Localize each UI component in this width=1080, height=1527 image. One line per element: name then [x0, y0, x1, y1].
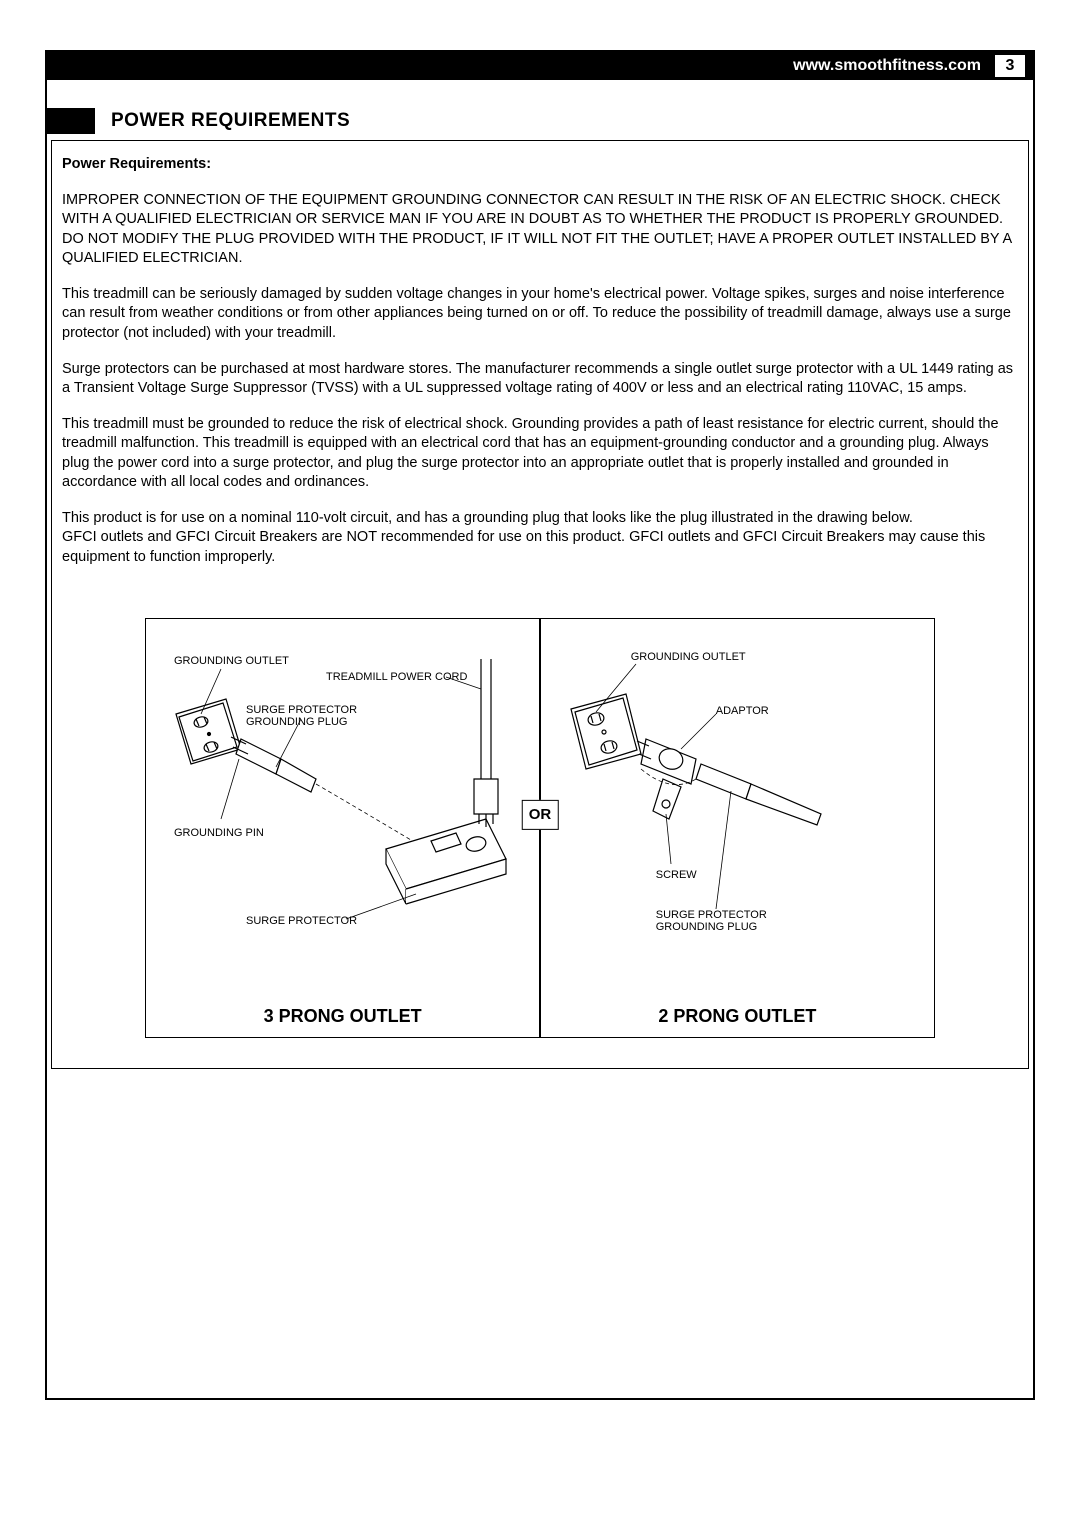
- diagram-right: GROUNDING OUTLET ADAPTOR SCREW SURGE PRO…: [541, 619, 934, 1037]
- label-screw: SCREW: [656, 869, 697, 882]
- section-marker: [45, 108, 95, 134]
- label-grounding-pin: GROUNDING PIN: [174, 827, 264, 840]
- section-title-row: POWER REQUIREMENTS: [47, 108, 1033, 134]
- label-grounding-outlet-l: GROUNDING OUTLET: [174, 655, 289, 668]
- section-title: POWER REQUIREMENTS: [111, 110, 350, 132]
- paragraph-5: This product is for use on a nominal 110…: [62, 509, 1018, 568]
- sub-heading-text: Power Requirements:: [62, 156, 211, 172]
- page-number: 3: [995, 55, 1025, 77]
- sub-heading: Power Requirements:: [62, 155, 1018, 175]
- label-surge-protector: SURGE PROTECTOR: [246, 915, 357, 928]
- header-url: www.smoothfitness.com: [793, 57, 981, 75]
- three-prong-title: 3 PRONG OUTLET: [146, 1004, 539, 1028]
- diagram-left: GROUNDING OUTLET TREADMILL POWER CORD SU…: [146, 619, 539, 1037]
- two-prong-title: 2 PRONG OUTLET: [541, 1004, 934, 1028]
- label-adaptor: ADAPTOR: [716, 705, 769, 718]
- paragraph-2: This treadmill can be seriously damaged …: [62, 285, 1018, 344]
- label-surge-grounding-plug-r: SURGE PROTECTOR GROUNDING PLUG: [656, 909, 767, 934]
- paragraph-4: This treadmill must be grounded to reduc…: [62, 415, 1018, 493]
- two-prong-illustration: [541, 619, 936, 1039]
- paragraph-1: IMPROPER CONNECTION OF THE EQUIPMENT GRO…: [62, 191, 1018, 269]
- page-frame: www.smoothfitness.com 3 POWER REQUIREMEN…: [45, 50, 1035, 1400]
- or-label: OR: [522, 800, 559, 830]
- paragraph-3: Surge protectors can be purchased at mos…: [62, 360, 1018, 399]
- label-surge-grounding-plug-l: SURGE PROTECTOR GROUNDING PLUG: [246, 704, 357, 729]
- label-grounding-outlet-r: GROUNDING OUTLET: [631, 651, 746, 664]
- diagram-box: GROUNDING OUTLET TREADMILL POWER CORD SU…: [145, 618, 935, 1038]
- content-frame: Power Requirements: IMPROPER CONNECTION …: [51, 140, 1029, 1069]
- label-treadmill-power-cord: TREADMILL POWER CORD: [326, 671, 467, 684]
- header-bar: www.smoothfitness.com 3: [47, 52, 1033, 80]
